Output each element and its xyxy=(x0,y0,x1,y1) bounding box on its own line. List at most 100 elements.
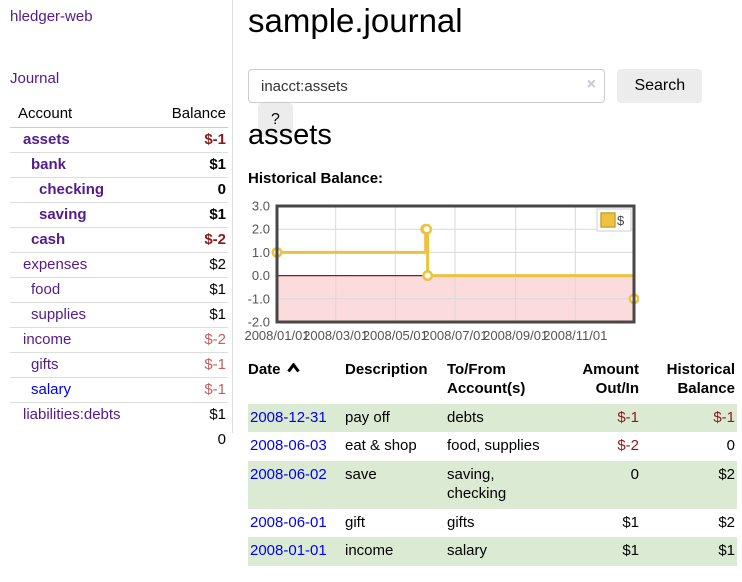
balance-column-header: Balance xyxy=(154,101,228,128)
search-form: × Search ? xyxy=(248,69,742,137)
x-axis-tick-label: 2008/03/01 xyxy=(303,328,368,342)
accounts-column-header: To/From Account(s) xyxy=(447,361,526,397)
transaction-description: income xyxy=(345,542,394,559)
x-axis-tick-label: 2008/01/01 xyxy=(245,328,310,342)
x-axis-tick-label: 2008/07/01 xyxy=(422,328,487,342)
chart-legend: $ xyxy=(596,208,632,232)
legend-label: $ xyxy=(617,213,625,228)
account-row: salary $-1 xyxy=(10,377,228,403)
y-axis-tick-label: -1.0 xyxy=(248,291,270,306)
transaction-description: eat & shop xyxy=(345,437,417,454)
account-link[interactable]: liabilities:debts xyxy=(23,406,121,423)
transaction-date-link[interactable]: 2008-06-03 xyxy=(250,437,327,454)
account-link[interactable]: checking xyxy=(39,181,105,198)
account-balance: $2 xyxy=(154,252,228,278)
account-link[interactable]: gifts xyxy=(31,356,59,373)
chart-section-label: Historical Balance: xyxy=(248,170,384,187)
data-point-marker xyxy=(421,223,433,235)
y-axis-tick-label: 1.0 xyxy=(252,245,270,260)
account-row: gifts $-1 xyxy=(10,352,228,378)
account-link[interactable]: assets xyxy=(23,131,70,148)
account-tree: Account Balance assets $-1 bank $1 check… xyxy=(10,101,228,452)
transaction-description: gift xyxy=(345,513,366,531)
y-axis-tick-label: 2.0 xyxy=(252,222,270,237)
chart-canvas: $3.0 2.0 1.0 0.0 -1.0 -2.02008/01/012008/03/0… xyxy=(244,199,640,343)
account-link[interactable]: supplies xyxy=(31,306,87,323)
clear-search-icon[interactable]: × xyxy=(586,76,596,93)
account-column-header: Account xyxy=(10,101,155,128)
x-axis-tick-label: 2008/11/01 xyxy=(543,328,607,342)
help-button[interactable]: ? xyxy=(258,103,293,137)
total-balance: 0 xyxy=(217,431,226,448)
transaction-accounts: debts xyxy=(447,408,484,426)
brand-link[interactable]: hledger-web xyxy=(10,8,93,25)
account-link[interactable]: income xyxy=(23,331,72,348)
account-tree-total-row: 0 xyxy=(10,427,228,452)
account-row: assets $-1 xyxy=(10,128,228,153)
account-row: expenses $2 xyxy=(10,252,228,278)
transaction-row: 2008-06-01 gift gifts $1 $2 xyxy=(248,509,737,538)
register-table: Date Description To/From Account(s) Amou… xyxy=(248,358,737,566)
transaction-date-link[interactable]: 2008-12-31 xyxy=(250,408,327,426)
sidebar: hledger-web Journal Account Balance asse… xyxy=(0,0,233,448)
sort-ascending-icon xyxy=(286,362,300,373)
account-tree-header: Account Balance xyxy=(10,101,228,128)
account-link[interactable]: cash xyxy=(31,231,66,248)
account-balance: $-1 xyxy=(204,131,226,148)
account-balance: $1 xyxy=(154,202,228,228)
account-tree-body: assets $-1 bank $1 checking 0 saving $1 … xyxy=(10,128,228,427)
transaction-date-link[interactable]: 2008-01-01 xyxy=(250,542,327,559)
transaction-balance: $1 xyxy=(718,542,735,559)
legend-swatch xyxy=(600,212,616,228)
transaction-amount: $1 xyxy=(622,542,639,559)
account-link[interactable]: bank xyxy=(31,156,67,173)
transaction-balance: $2 xyxy=(718,465,735,483)
register-body: 2008-12-31 pay off debts $-1 $-1 2008-06… xyxy=(248,403,737,566)
account-link[interactable]: expenses xyxy=(23,256,88,273)
transaction-balance: $2 xyxy=(718,513,735,531)
transaction-row: 2008-06-03 eat & shop food, supplies $-2… xyxy=(248,432,737,461)
transaction-accounts: salary xyxy=(447,542,488,559)
account-balance: $1 xyxy=(154,277,228,303)
account-balance: $-2 xyxy=(154,227,228,253)
account-row: income $-2 xyxy=(10,327,228,353)
date-column-header: Date xyxy=(248,358,345,404)
y-axis-tick-label: -2.0 xyxy=(248,315,270,330)
transaction-amount: $-1 xyxy=(617,408,639,426)
date-header-label: Date xyxy=(248,361,281,378)
data-point-marker xyxy=(422,270,434,282)
account-row: supplies $1 xyxy=(10,302,228,328)
y-axis-tick-label: 3.0 xyxy=(252,199,270,214)
transaction-date-link[interactable]: 2008-06-01 xyxy=(250,513,327,531)
account-row: checking 0 xyxy=(10,177,228,203)
account-row: saving $1 xyxy=(10,202,228,228)
transaction-balance: 0 xyxy=(726,437,735,454)
account-balance: 0 xyxy=(154,177,228,203)
amount-column-header: Amount Out/In xyxy=(582,361,639,397)
transaction-date-link[interactable]: 2008-06-02 xyxy=(250,465,327,483)
account-link[interactable]: salary xyxy=(31,381,72,398)
x-axis-tick-label: 2008/09/01 xyxy=(483,328,548,342)
transaction-amount: $-2 xyxy=(617,437,639,454)
historical-balance-chart: $3.0 2.0 1.0 0.0 -1.0 -2.0 2008/01/01 2008/03/0… xyxy=(244,199,640,343)
transaction-accounts: gifts xyxy=(447,513,475,531)
account-link[interactable]: food xyxy=(31,281,61,298)
transaction-description: pay off xyxy=(345,408,390,426)
sidebar-item-journal[interactable]: Journal xyxy=(10,70,60,87)
account-link[interactable]: saving xyxy=(39,206,87,223)
transaction-row: 2008-01-01 income salary $1 $1 xyxy=(248,537,737,566)
account-heading: assets xyxy=(248,119,332,151)
search-button[interactable]: Search xyxy=(617,69,703,103)
y-axis-tick-label: 0.0 xyxy=(252,268,270,283)
account-row: cash $-2 xyxy=(10,227,228,253)
balance-column-header-register: Historical Balance xyxy=(666,361,735,397)
account-balance: $1 xyxy=(154,302,228,328)
account-row: food $1 xyxy=(10,277,228,303)
transaction-description: save xyxy=(345,465,377,483)
transaction-accounts: saving, checking xyxy=(447,465,507,503)
account-row: bank $1 xyxy=(10,152,228,178)
account-balance: $-1 xyxy=(154,377,228,403)
transaction-balance: $-1 xyxy=(713,408,735,426)
transaction-row: 2008-06-02 save saving, checking 0 $2 xyxy=(248,460,737,509)
search-input[interactable] xyxy=(248,69,605,103)
